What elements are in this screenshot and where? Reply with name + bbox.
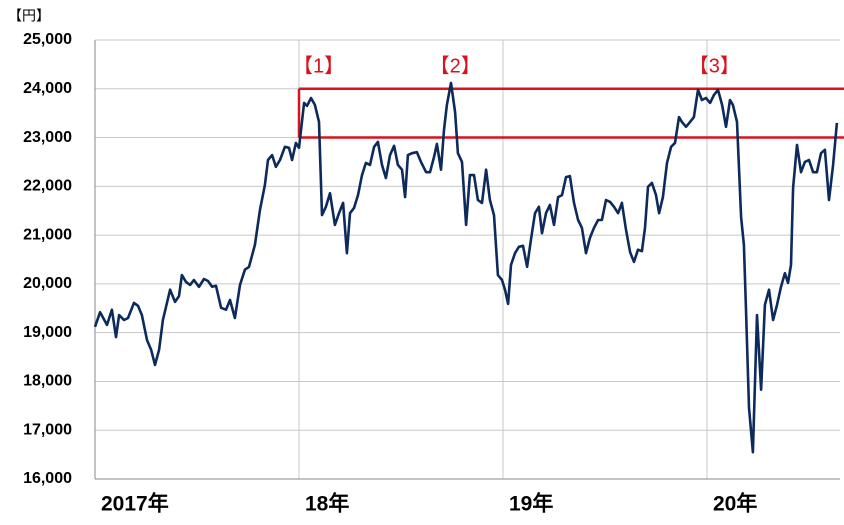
unit-label: 【円】 xyxy=(8,8,50,24)
y-tick-label: 22,000 xyxy=(23,178,72,195)
annotation: 【3】 xyxy=(689,55,740,77)
y-tick-label: 20,000 xyxy=(23,275,72,292)
x-tick-label: 19年 xyxy=(509,492,553,516)
price-line xyxy=(93,81,839,454)
x-tick-label: 20年 xyxy=(713,492,757,516)
y-tick-label: 25,000 xyxy=(23,31,72,48)
y-tick-label: 16,000 xyxy=(23,470,72,487)
y-tick-label: 18,000 xyxy=(23,373,72,390)
y-tick-label: 24,000 xyxy=(23,80,72,97)
annotation: 【2】 xyxy=(430,55,481,77)
x-tick-label: 2017年 xyxy=(101,492,169,516)
y-tick-label: 19,000 xyxy=(23,324,72,341)
y-tick-label: 23,000 xyxy=(23,129,72,146)
x-tick-label: 18年 xyxy=(305,492,349,516)
y-tick-label: 17,000 xyxy=(23,421,72,438)
annotation: 【1】 xyxy=(293,55,344,77)
y-tick-label: 21,000 xyxy=(23,226,72,243)
